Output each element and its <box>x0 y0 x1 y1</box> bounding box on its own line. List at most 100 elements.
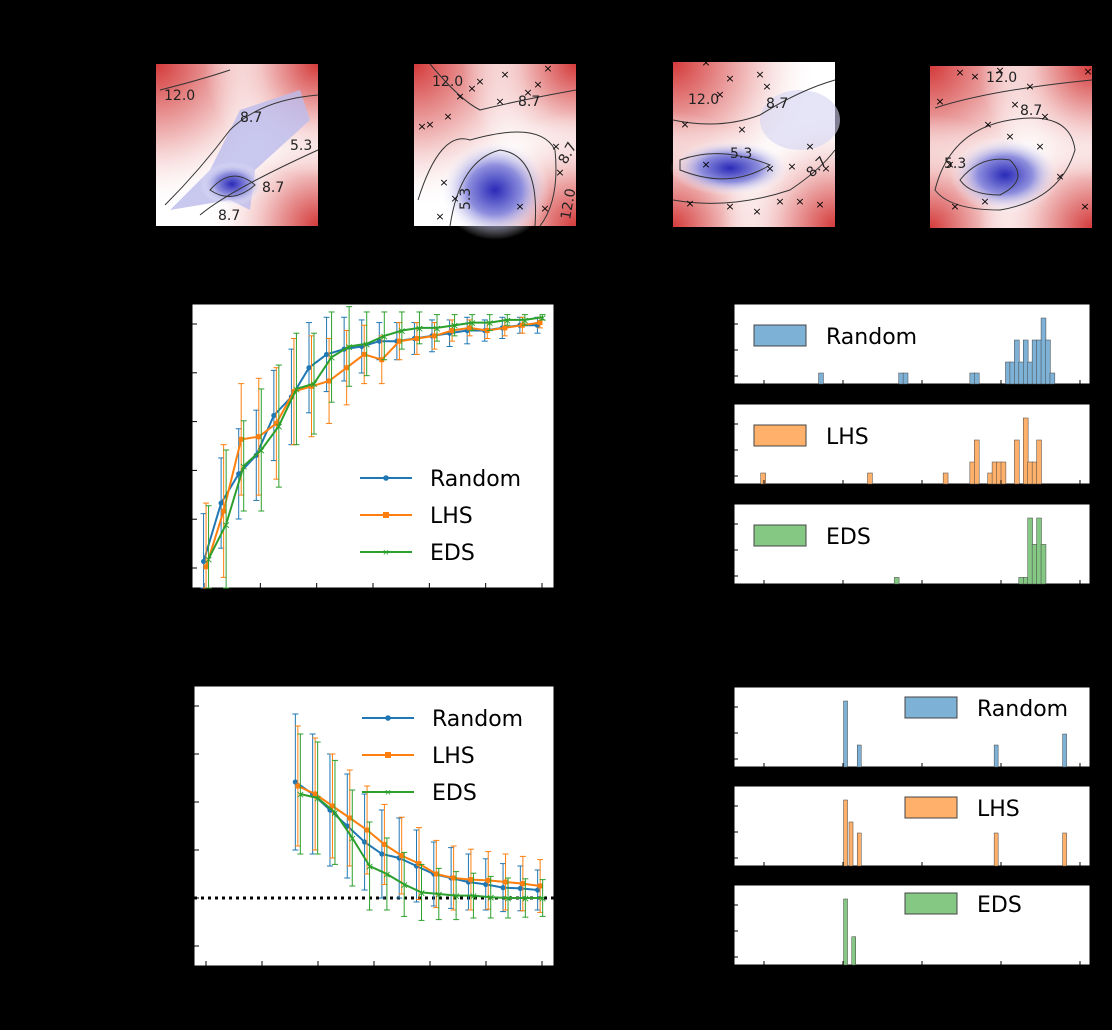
sample-point-marker: × <box>555 166 564 179</box>
data-point <box>449 328 455 334</box>
legend-swatch <box>904 796 958 819</box>
data-point <box>326 378 332 384</box>
histogram-bar <box>993 744 999 768</box>
data-point: × <box>452 890 461 903</box>
histogram-bar <box>1040 544 1047 585</box>
data-point <box>308 383 314 389</box>
data-point: × <box>450 319 459 332</box>
sample-point-marker: × <box>755 68 764 81</box>
data-point <box>537 883 543 889</box>
data-point <box>376 338 382 344</box>
histogram-bar <box>1062 832 1067 867</box>
legend-marker <box>385 715 391 721</box>
histogram-bar <box>1005 361 1011 385</box>
sample-point-marker: × <box>752 205 761 218</box>
sample-point-marker: × <box>443 110 452 123</box>
contour-label: 8.7 <box>518 94 540 110</box>
sample-point-marker: × <box>435 210 444 223</box>
histogram-eds-1: EDS <box>733 503 1091 585</box>
histogram-eds-2: EDS <box>733 884 1091 966</box>
sample-point-marker: × <box>450 192 459 205</box>
histogram-bar <box>1023 339 1029 385</box>
contour-label: 8.7 <box>766 96 788 112</box>
sample-point-marker: × <box>1040 110 1049 123</box>
contour-label: 8.7 <box>218 208 240 224</box>
histogram-bar <box>856 744 862 768</box>
data-point <box>364 827 370 833</box>
data-point: × <box>330 806 339 819</box>
histogram-bar <box>818 372 824 385</box>
histogram-bar <box>1027 461 1033 485</box>
histogram-bar <box>843 799 848 867</box>
data-point: × <box>204 553 213 566</box>
data-point <box>535 887 541 893</box>
legend-marker <box>383 512 389 518</box>
contour-label: 8.7 <box>240 110 262 126</box>
histogram-bar <box>843 898 848 966</box>
data-point: × <box>434 888 443 901</box>
data-point <box>323 351 330 358</box>
data-point: × <box>397 325 406 338</box>
legend-label: LHS <box>977 797 1020 822</box>
data-point <box>361 351 367 357</box>
legend-label: LHS <box>826 425 869 450</box>
histogram-bar <box>843 700 848 768</box>
histogram-bar <box>1031 461 1038 485</box>
histogram-bar <box>1018 577 1024 585</box>
data-point: × <box>521 892 530 905</box>
sample-point-marker: × <box>725 200 734 213</box>
sample-point-marker: × <box>533 78 542 91</box>
contour-label: 12.0 <box>164 88 195 104</box>
histogram-random-1: Random <box>733 303 1091 385</box>
sample-point-marker: × <box>417 120 426 133</box>
data-point <box>295 783 301 789</box>
sample-point-marker: × <box>1080 200 1089 213</box>
sample-point-marker: × <box>821 162 830 175</box>
sample-point-marker: × <box>1035 140 1044 153</box>
data-point <box>273 420 279 426</box>
data-point <box>381 841 387 847</box>
contour-label: 8.7 <box>1020 103 1042 119</box>
data-point <box>416 861 422 867</box>
histogram-bar <box>1040 317 1047 385</box>
data-point: × <box>503 314 512 327</box>
histogram-bar <box>898 372 904 385</box>
line-chart-1: × × × × × × × × × × × × × × × × × × × × Random LHS × EDS <box>191 303 555 589</box>
data-point: × <box>313 792 322 805</box>
data-point: × <box>257 444 266 457</box>
sample-point-marker: × <box>980 195 989 208</box>
histogram-bar <box>1031 544 1038 585</box>
histogram-bar <box>969 372 975 385</box>
sample-point-marker: × <box>945 158 954 171</box>
sample-point-marker: × <box>523 86 532 99</box>
data-point <box>503 879 509 885</box>
data-point: × <box>296 788 305 801</box>
histogram-bar <box>1014 439 1020 485</box>
data-point <box>502 325 508 331</box>
data-point <box>256 434 262 440</box>
histogram-bar <box>1027 361 1033 385</box>
data-point <box>361 839 368 845</box>
data-point <box>218 500 224 506</box>
data-point <box>200 558 207 565</box>
sample-point-marker: × <box>500 68 509 81</box>
data-point <box>467 325 473 331</box>
sample-point-marker: × <box>701 56 710 69</box>
sample-point-marker: × <box>455 90 464 103</box>
data-point: × <box>415 322 424 335</box>
legend-label: Random <box>430 467 521 492</box>
heatmap-4: 12.0 8.7 5.3 <box>930 66 1093 228</box>
heatmap-1: 12.0 8.7 5.3 8.7 8.7 <box>156 64 319 226</box>
contour-label: 5.3 <box>730 146 752 162</box>
sample-point-marker: × <box>737 123 746 136</box>
data-point <box>520 881 526 887</box>
histogram-bar <box>1023 417 1029 485</box>
legend-marker <box>385 752 391 758</box>
legend-label: LHS <box>430 504 473 529</box>
histogram-bar <box>1027 517 1033 585</box>
data-point <box>537 320 543 326</box>
data-point: × <box>345 340 354 353</box>
sample-point-marker: × <box>950 200 959 213</box>
sample-point-marker: × <box>1010 98 1019 111</box>
